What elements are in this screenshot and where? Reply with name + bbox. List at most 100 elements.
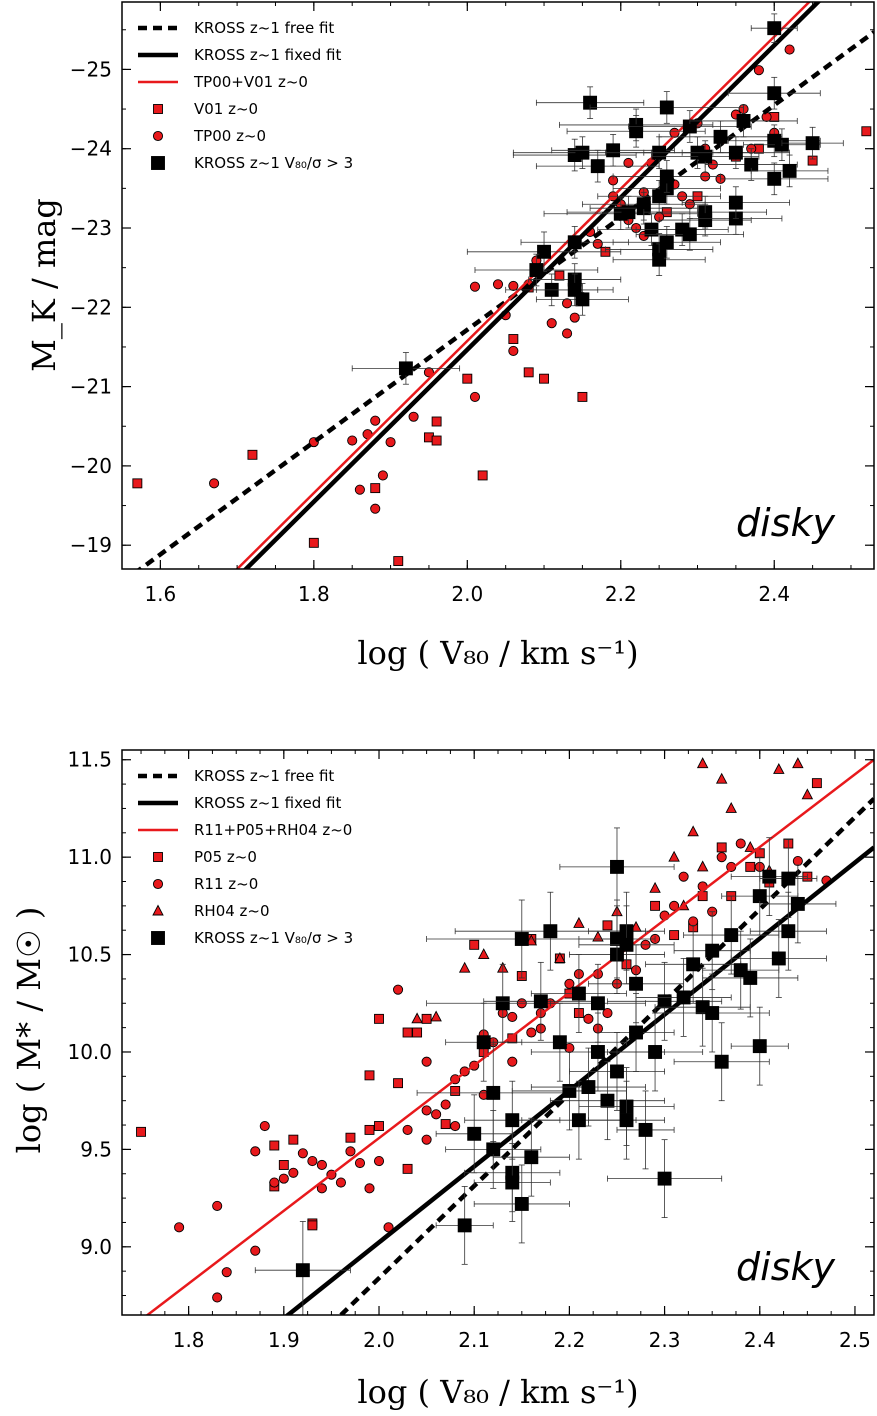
data-point: [792, 856, 803, 867]
data-point: [174, 1222, 185, 1233]
data-point: [507, 1056, 518, 1067]
data-point: [450, 1120, 461, 1132]
x-tick-label: 2.2: [605, 582, 637, 606]
legend-item: RH04 z~0: [152, 902, 270, 920]
legend-label: TP00+V01 z~0: [193, 73, 308, 91]
series-kross: [254, 827, 837, 1315]
data-point: [705, 1006, 720, 1020]
legend-label: P05 z~0: [194, 848, 257, 866]
data-point: [335, 1177, 346, 1188]
data-point: [221, 1267, 232, 1278]
data-point: [554, 951, 566, 963]
legend-label: R11 z~0: [194, 875, 258, 893]
data-point: [767, 86, 782, 101]
data-point: [552, 1035, 567, 1050]
data-point: [669, 930, 680, 941]
data-point: [440, 1119, 451, 1130]
data-point: [743, 970, 758, 985]
data-point: [402, 1124, 413, 1135]
data-point: [752, 889, 767, 904]
data-point: [602, 920, 613, 931]
data-point: [636, 197, 651, 212]
data-point: [514, 932, 529, 946]
data-point: [152, 130, 164, 142]
data-point: [657, 1171, 672, 1186]
data-point: [606, 143, 621, 158]
data-point: [450, 1085, 461, 1096]
y-tick-label: 10.0: [67, 1040, 112, 1064]
data-point: [652, 252, 667, 267]
data-point: [469, 281, 481, 292]
data-point: [564, 978, 575, 989]
y-axis-title: log ( M* / M☉ ): [10, 907, 48, 1154]
data-point: [152, 904, 164, 916]
x-tick-label: 2.4: [758, 582, 790, 606]
data-point: [377, 470, 388, 481]
fit-line: [145, 758, 874, 1315]
legend-item: TP00+V01 z~0: [138, 73, 308, 91]
data-point: [423, 367, 434, 378]
y-axis-title-text: log ( M* / M☉ ): [10, 907, 48, 1154]
data-point: [152, 878, 164, 890]
data-point: [402, 1163, 413, 1174]
fit-line: [242, 2, 822, 569]
fit-line: [136, 30, 874, 569]
fit-line: [235, 2, 811, 569]
data-point: [619, 1113, 634, 1128]
data-point: [308, 537, 319, 548]
data-point: [373, 1156, 385, 1167]
plot-area: [136, 757, 874, 1315]
data-point: [477, 470, 488, 481]
y-tick-label: −20: [70, 454, 112, 478]
data-point: [602, 1007, 613, 1019]
data-point: [136, 1126, 146, 1137]
data-point: [861, 126, 872, 137]
data-point: [297, 1148, 308, 1159]
data-point: [524, 1150, 539, 1165]
data-point: [212, 1200, 223, 1211]
data-point: [590, 996, 605, 1011]
y-tick-label: 10.5: [67, 943, 112, 967]
data-point: [354, 1157, 366, 1169]
data-point: [370, 483, 381, 494]
y-axis-title-text: M_K / mag: [25, 198, 63, 372]
data-point: [295, 1263, 310, 1278]
data-point: [269, 1177, 280, 1188]
data-point: [546, 318, 557, 329]
data-point: [316, 1159, 327, 1171]
y-tick-label: 9.0: [80, 1235, 112, 1259]
plot-frame: [121, 1, 875, 570]
data-point: [569, 312, 580, 323]
series-square: [132, 112, 872, 567]
data-point: [669, 900, 680, 911]
data-point: [132, 478, 143, 489]
data-point: [278, 1160, 289, 1170]
data-point: [458, 961, 471, 973]
data-point: [307, 1156, 318, 1167]
data-point: [659, 169, 674, 184]
data-point: [431, 1109, 442, 1120]
x-tick-label: 2.4: [744, 1328, 776, 1352]
data-point: [288, 1167, 299, 1178]
data-point: [374, 1121, 384, 1131]
data-point: [269, 1140, 280, 1151]
x-tick-label: 2.1: [458, 1328, 490, 1352]
data-point: [354, 484, 365, 495]
data-point: [562, 298, 573, 309]
legend-item: V01 z~0: [153, 100, 258, 118]
legend-label: KROSS z~1 fixed fit: [194, 46, 341, 64]
y-tick-label: −24: [70, 137, 112, 161]
data-point: [784, 44, 795, 55]
data-point: [364, 1183, 375, 1194]
data-point: [744, 840, 756, 852]
data-point: [610, 1064, 624, 1079]
data-point: [467, 1126, 482, 1141]
y-tick-label: −25: [70, 57, 112, 81]
data-point: [529, 263, 544, 277]
data-point: [638, 1122, 653, 1137]
x-tick-label: 1.8: [173, 1328, 205, 1352]
tick-group: 1.8 1.9 2.0 2.1 2.2 2.3 2.4 2.5 9.0 9.5 10.0 10.5 11…: [67, 748, 874, 1352]
data-point: [790, 896, 805, 911]
data-point: [492, 279, 504, 290]
data-point: [567, 282, 582, 297]
